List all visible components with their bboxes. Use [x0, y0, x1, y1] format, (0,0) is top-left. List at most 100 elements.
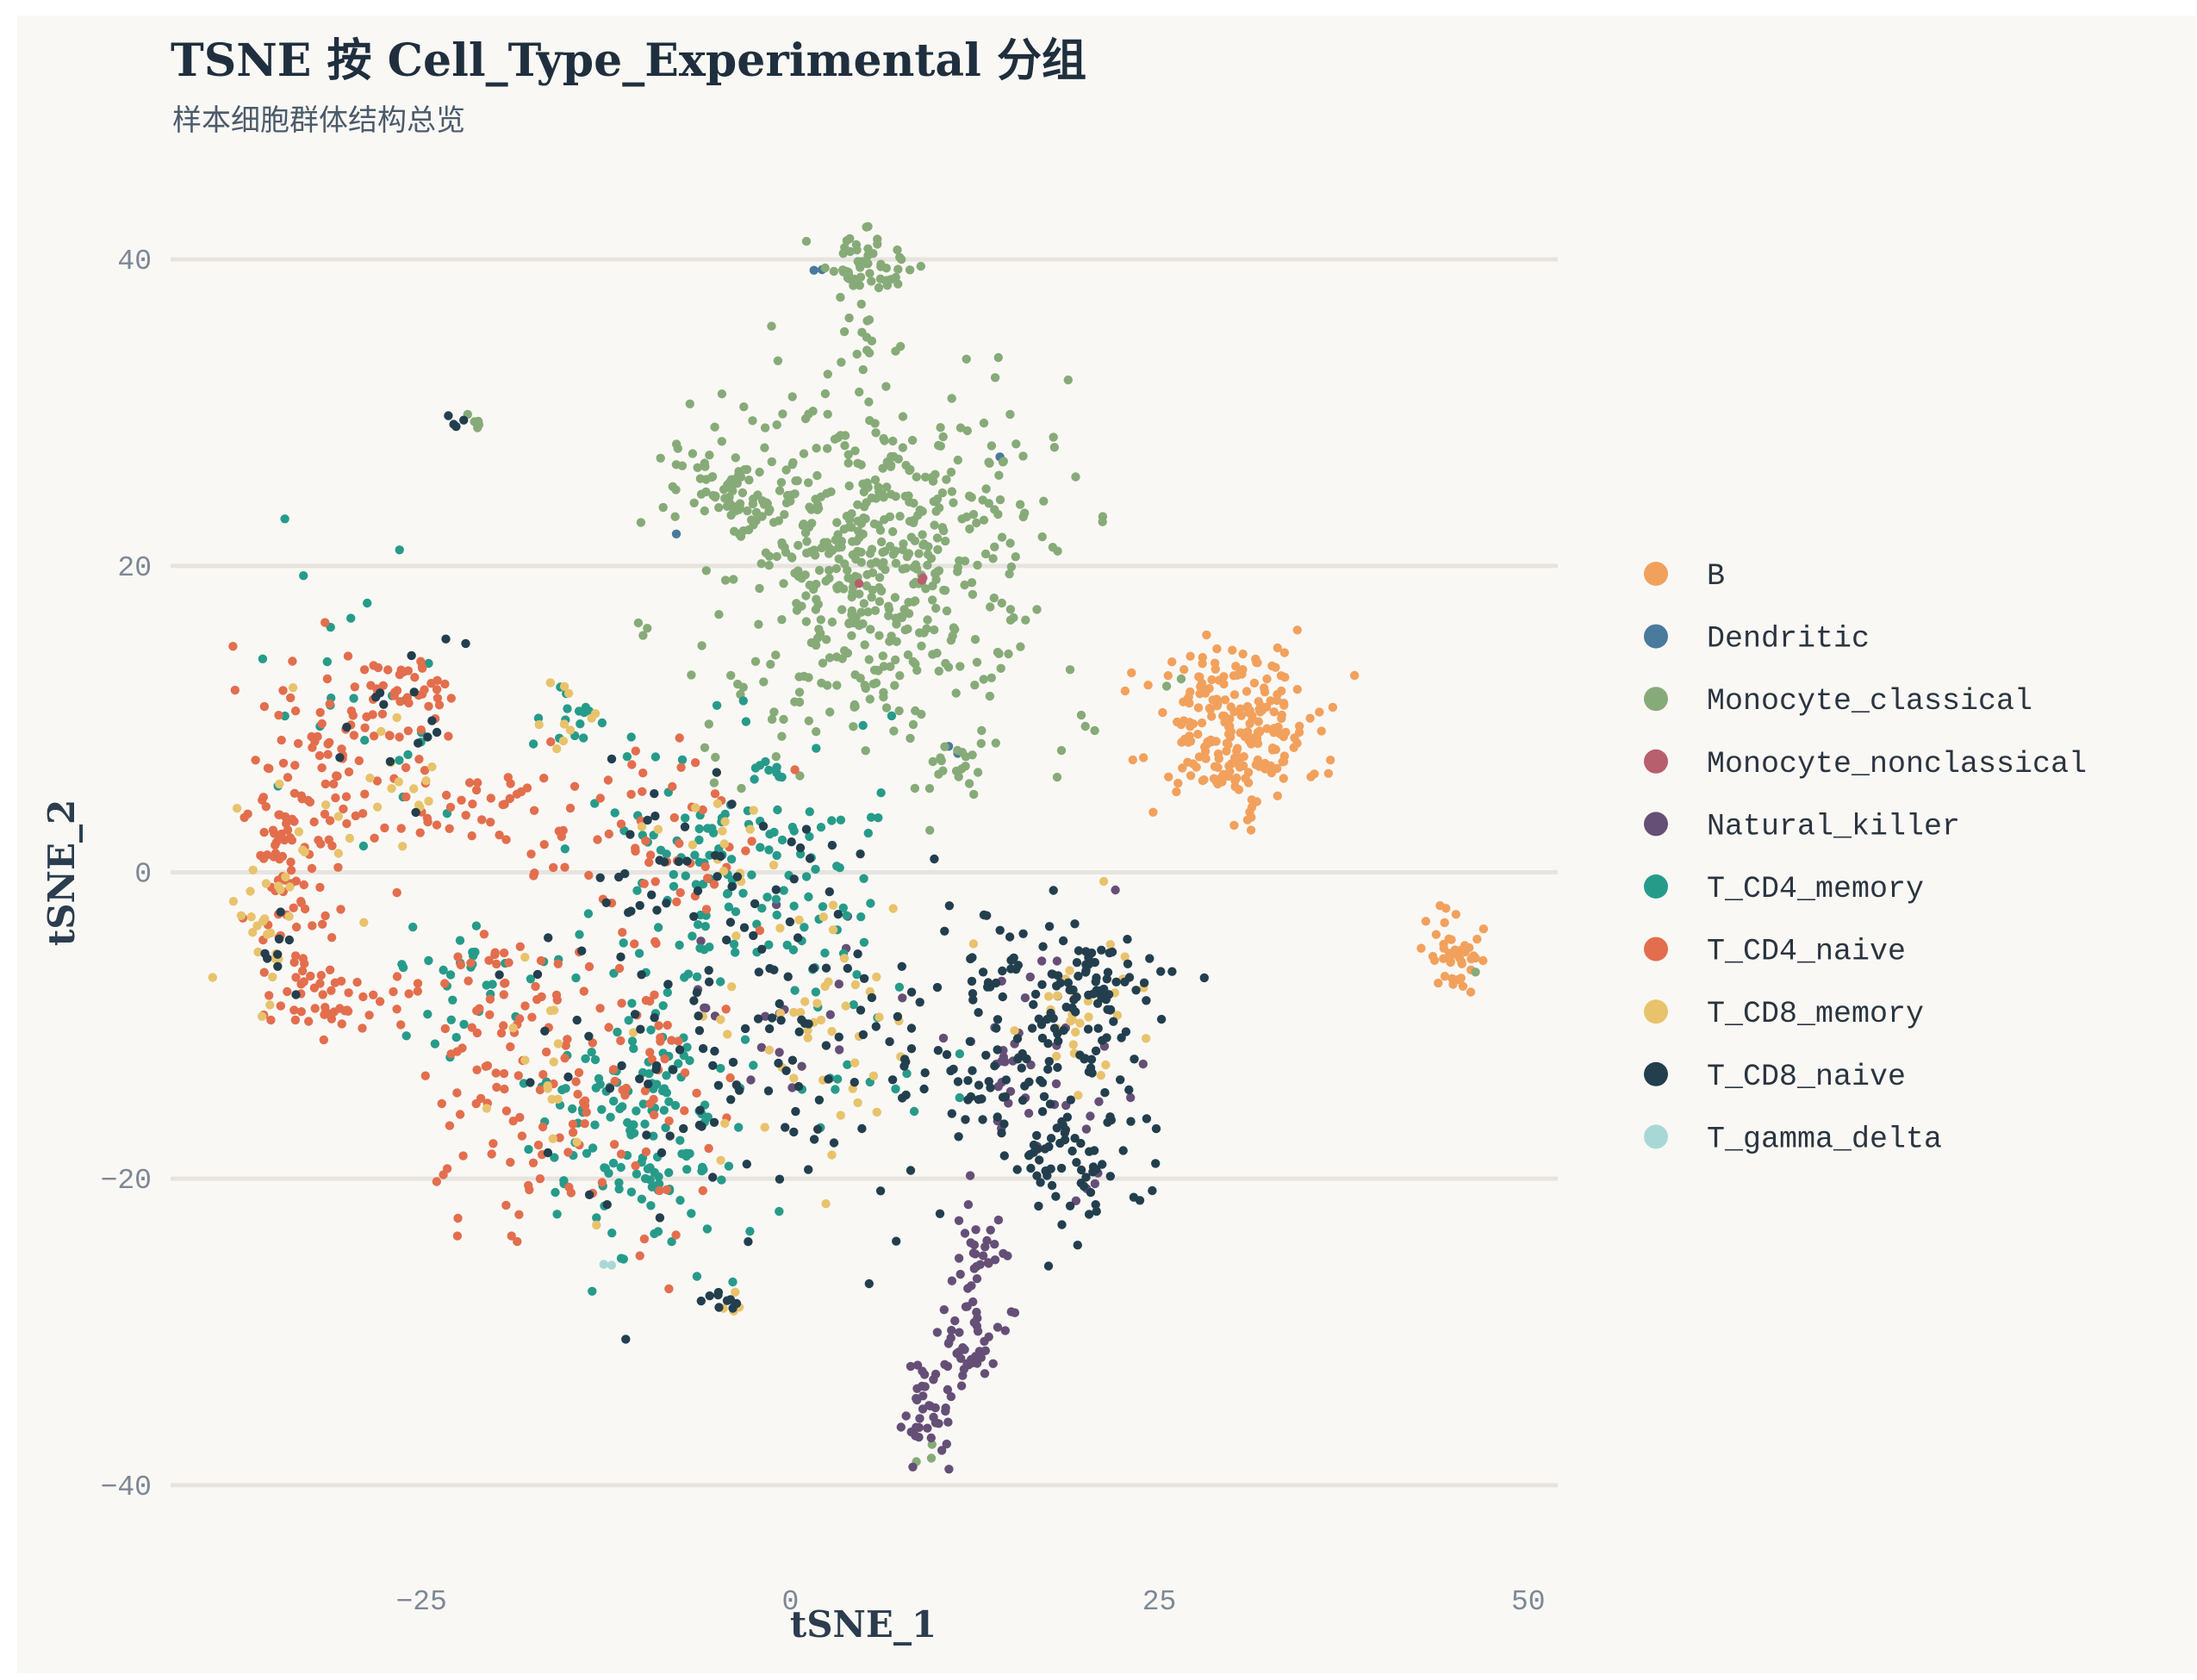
data-point [298, 954, 308, 963]
data-point [1466, 954, 1476, 964]
data-point [989, 593, 999, 603]
data-point [878, 651, 887, 661]
data-point [852, 349, 862, 359]
data-point [1047, 969, 1057, 979]
data-point [674, 856, 683, 867]
data-point [1111, 977, 1121, 987]
data-point [662, 899, 671, 908]
data-point [484, 955, 494, 966]
data-point [888, 436, 898, 446]
data-point [738, 488, 748, 498]
data-point [787, 837, 796, 847]
data-point [630, 939, 639, 949]
data-point [850, 1078, 859, 1087]
data-point [329, 1007, 339, 1017]
data-point [794, 688, 805, 697]
data-point [258, 854, 269, 863]
data-point [418, 663, 427, 673]
data-point [464, 778, 475, 787]
data-point [1101, 1060, 1111, 1070]
data-point [1471, 968, 1480, 977]
data-point [401, 792, 411, 802]
data-point [645, 850, 656, 860]
data-point [553, 1039, 563, 1048]
data-point [549, 1057, 558, 1067]
data-point [1025, 1149, 1035, 1160]
data-point [965, 524, 974, 534]
data-point [568, 1128, 578, 1137]
data-point [1277, 710, 1287, 720]
legend-swatch [1644, 749, 1668, 774]
data-point [645, 1098, 655, 1109]
data-point [881, 382, 891, 391]
data-point [434, 700, 445, 710]
data-point [232, 804, 242, 813]
data-point [797, 1061, 806, 1071]
data-point [980, 1369, 990, 1378]
data-point [833, 910, 843, 919]
data-point [289, 788, 300, 798]
data-point [1018, 929, 1028, 939]
data-point [330, 978, 340, 987]
data-point [849, 1000, 858, 1010]
data-point [315, 707, 325, 718]
data-point [1076, 710, 1086, 720]
data-point [346, 613, 356, 623]
data-point [859, 974, 869, 984]
data-point [482, 1104, 492, 1113]
data-point [775, 1206, 784, 1216]
data-point [337, 1019, 346, 1029]
data-point [1030, 989, 1041, 999]
data-point [592, 1220, 601, 1230]
data-point [701, 905, 712, 914]
data-point [424, 955, 433, 966]
data-point [580, 1119, 589, 1129]
data-point [1026, 1163, 1036, 1173]
data-point [1037, 956, 1047, 966]
data-point [1243, 778, 1254, 787]
data-point [829, 1138, 839, 1148]
data-point [1081, 1124, 1092, 1134]
data-point [861, 746, 870, 756]
data-point [653, 1227, 663, 1236]
gridlines [171, 257, 1558, 1488]
data-point [423, 817, 433, 827]
data-point [716, 977, 725, 986]
data-point [583, 909, 594, 918]
data-point [646, 1025, 656, 1035]
data-point [720, 817, 730, 826]
data-point [718, 826, 727, 836]
data-point [716, 1063, 725, 1073]
data-point [655, 856, 664, 865]
data-point [587, 713, 596, 723]
data-point [1204, 703, 1215, 713]
data-point [1089, 1146, 1099, 1155]
data-point [359, 665, 370, 675]
data-point [1058, 936, 1068, 946]
data-point [1244, 736, 1254, 745]
data-point [941, 1403, 950, 1413]
data-point [440, 1024, 450, 1034]
data-point [1005, 605, 1016, 614]
data-point [318, 990, 327, 999]
data-point [696, 489, 706, 499]
data-point [838, 903, 848, 913]
data-point [909, 515, 918, 525]
data-point [635, 900, 644, 911]
data-point [479, 930, 489, 939]
data-point [692, 972, 702, 982]
data-point [918, 1391, 928, 1401]
data-point [763, 1086, 774, 1096]
data-point [1067, 1003, 1077, 1013]
data-point [728, 1277, 738, 1287]
scatter-points [208, 221, 1489, 1474]
data-point [828, 925, 838, 935]
data-point [1098, 1160, 1107, 1169]
data-point [835, 1045, 844, 1055]
data-point [453, 952, 463, 961]
data-point [944, 1465, 954, 1474]
data-point [932, 648, 942, 658]
data-point [887, 1075, 898, 1085]
data-point [759, 677, 769, 687]
data-point [552, 1210, 562, 1219]
